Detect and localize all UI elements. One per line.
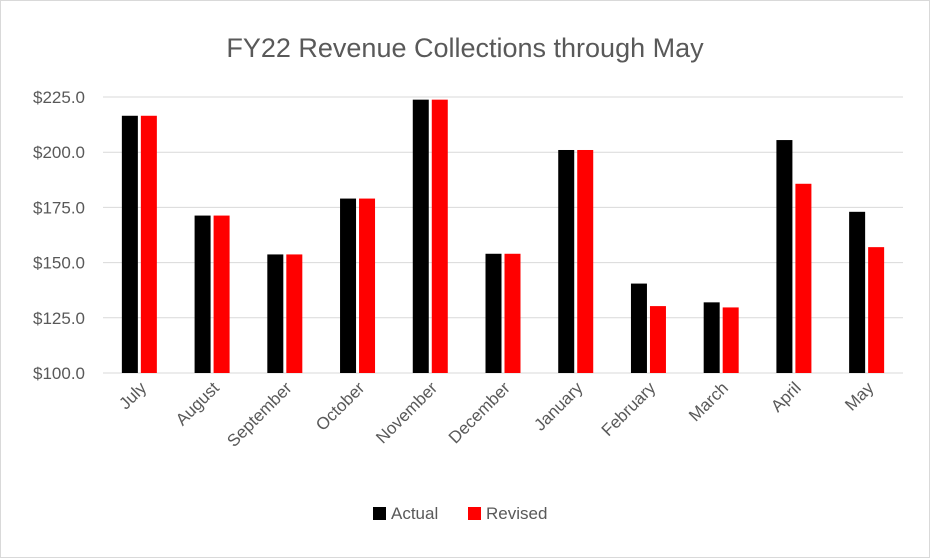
x-tick-label: May [841,378,877,414]
bar-revised-july [140,115,157,373]
bar-revised-october [359,198,376,373]
x-tick-label: April [767,378,804,415]
x-tick-label: February [598,378,660,440]
legend-label-revised: Revised [486,504,547,523]
x-tick-label: March [685,378,732,425]
y-tick-label: $225.0 [33,88,85,107]
bar-revised-september [286,254,303,373]
bar-revised-november [431,99,448,373]
y-axis-ticks: $100.0 $125.0 $150.0 $175.0 $200.0 $225.0 [33,88,85,383]
bar-revised-march [722,307,739,373]
bar-actual-july [121,115,138,373]
bar-actual-december [485,253,502,373]
y-tick-label: $100.0 [33,364,85,383]
bar-actual-november [412,99,429,373]
x-tick-label: October [312,378,368,434]
chart-title: FY22 Revenue Collections through May [226,33,704,63]
y-tick-label: $125.0 [33,309,85,328]
bar-actual-february [630,283,647,373]
bar-actual-april [776,140,793,373]
x-axis-ticks: July August September October November Decemb… [115,378,877,451]
legend-label-actual: Actual [391,504,438,523]
x-tick-label: August [172,378,223,429]
bar-actual-october [340,198,357,373]
legend: Actual Revised [373,504,547,523]
bar-actual-january [558,149,575,373]
bar-actual-march [703,302,720,373]
x-tick-label: July [115,378,150,413]
bar-revised-april [795,183,812,373]
gridlines [103,96,903,374]
legend-swatch-revised [468,507,481,520]
bar-actual-may [849,211,866,373]
bar-revised-may [868,247,885,373]
x-tick-label: September [223,378,295,450]
bar-revised-august [213,215,230,373]
x-tick-label: November [372,378,441,447]
bar-revised-december [504,253,521,373]
bar-actual-august [194,215,211,373]
bars [121,99,885,373]
y-tick-label: $200.0 [33,143,85,162]
bar-revised-february [649,306,666,373]
x-tick-label: January [530,378,587,435]
y-tick-label: $175.0 [33,198,85,217]
bar-actual-september [267,254,284,373]
x-tick-label: December [445,378,514,447]
y-tick-label: $150.0 [33,254,85,273]
legend-swatch-actual [373,507,386,520]
bar-revised-january [577,149,594,373]
